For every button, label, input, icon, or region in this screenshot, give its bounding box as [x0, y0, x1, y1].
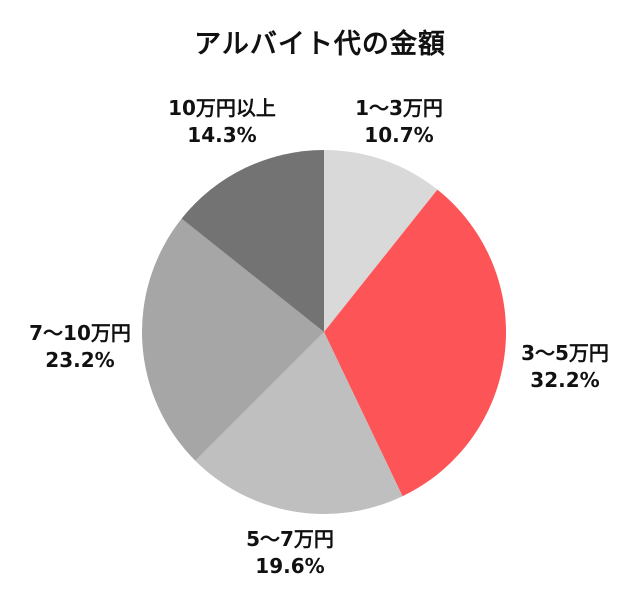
slice-category-label: 3～5万円 — [521, 341, 609, 365]
slice-label-7-10man: 7～10万円 23.2% — [29, 320, 131, 374]
slice-label-1-3man: 1～3万円 10.7% — [355, 95, 443, 149]
pie-slice-4 — [141, 218, 324, 461]
slice-category-label: 1～3万円 — [355, 96, 443, 120]
slice-label-3-5man: 3～5万円 32.2% — [521, 340, 609, 394]
slice-label-10man-plus: 10万円以上 14.3% — [168, 95, 276, 149]
slice-category-label: 7～10万円 — [29, 321, 131, 345]
pie-slice-5 — [181, 150, 324, 332]
slice-label-5-7man: 5～7万円 19.6% — [246, 526, 334, 580]
slice-value-label: 14.3% — [187, 123, 257, 147]
slice-value-label: 19.6% — [255, 554, 325, 578]
pie-slice-1 — [324, 150, 438, 332]
slice-value-label: 10.7% — [364, 123, 434, 147]
slice-value-label: 32.2% — [530, 368, 600, 392]
slice-category-label: 10万円以上 — [168, 96, 276, 120]
slice-value-label: 23.2% — [45, 348, 115, 372]
pie-slice-2 — [324, 189, 507, 497]
slice-category-label: 5～7万円 — [246, 527, 334, 551]
pie-slice-3 — [195, 332, 403, 514]
chart-title: アルバイト代の金額 — [194, 29, 446, 60]
